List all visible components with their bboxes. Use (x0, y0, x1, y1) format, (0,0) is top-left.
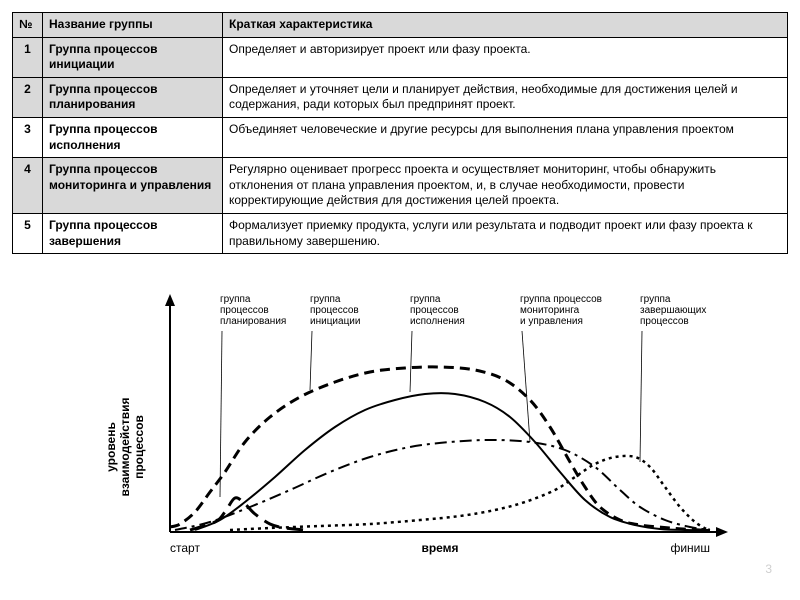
callout-text: группа (410, 294, 441, 305)
callout-leader (220, 331, 222, 497)
callout-text: процессов (410, 305, 459, 316)
row-num: 4 (13, 158, 43, 214)
table-row: 2Группа процессов планированияОпределяет… (13, 77, 788, 117)
page-number: 3 (765, 562, 772, 576)
callout: группазавершающихпроцессов (640, 294, 706, 462)
row-desc: Формализует приемку продукта, услуги или… (223, 213, 788, 253)
callout-text: процессов (640, 316, 689, 327)
row-name: Группа процессов мониторинга и управлени… (43, 158, 223, 214)
x-end-label: финиш (670, 541, 710, 555)
callout-leader (640, 331, 642, 462)
x-start-label: старт (170, 541, 200, 555)
process-interaction-chart: уровеньвзаимодействияпроцессовстартвремя… (12, 272, 788, 572)
curve-closing (230, 456, 708, 530)
x-axis-arrow (716, 527, 728, 537)
row-desc: Регулярно оценивает прогресс проекта и о… (223, 158, 788, 214)
callout-text: группа (310, 294, 341, 305)
row-num: 3 (13, 117, 43, 157)
row-num: 1 (13, 37, 43, 77)
callout-text: группа (640, 294, 671, 305)
callout-text: мониторинга (520, 305, 580, 316)
table-row: 3Группа процессов исполненияОбъединяет ч… (13, 117, 788, 157)
y-axis-label-line: процессов (132, 415, 146, 479)
callout-text: процессов (220, 305, 269, 316)
row-desc: Определяет и авторизирует проект или фаз… (223, 37, 788, 77)
table-header-name: Название группы (43, 13, 223, 38)
callout: группапроцессовисполнения (410, 294, 465, 392)
y-axis-label: уровеньвзаимодействияпроцессов (104, 398, 146, 497)
y-axis-arrow (165, 294, 175, 306)
callout-text: завершающих (640, 305, 706, 316)
process-groups-table: № Название группы Краткая характеристика… (12, 12, 788, 254)
table-header-desc: Краткая характеристика (223, 13, 788, 38)
callout-leader (410, 331, 412, 392)
y-axis-label-line: взаимодействия (118, 398, 132, 497)
x-axis-label: время (421, 541, 458, 555)
row-name: Группа процессов завершения (43, 213, 223, 253)
callout-text: инициации (310, 316, 360, 327)
table-header-num: № (13, 13, 43, 38)
curve-monitoring (175, 440, 710, 530)
row-name: Группа процессов планирования (43, 77, 223, 117)
curve-execution (195, 393, 710, 530)
chart-svg: уровеньвзаимодействияпроцессовстартвремя… (60, 272, 740, 572)
table-row: 1Группа процессов инициацииОпределяет и … (13, 37, 788, 77)
row-num: 5 (13, 213, 43, 253)
table-row: 5Группа процессов завершенияФормализует … (13, 213, 788, 253)
table-row: 4Группа процессов мониторинга и управлен… (13, 158, 788, 214)
callout-text: исполнения (410, 316, 465, 327)
callout-text: и управления (520, 316, 583, 327)
callout-leader (310, 331, 312, 390)
callout: группа процессовмониторингаи управления (520, 294, 602, 442)
row-desc: Объединяет человеческие и другие ресурсы… (223, 117, 788, 157)
row-name: Группа процессов исполнения (43, 117, 223, 157)
callout-text: группа (220, 294, 251, 305)
row-num: 2 (13, 77, 43, 117)
row-desc: Определяет и уточняет цели и планирует д… (223, 77, 788, 117)
callout-text: процессов (310, 305, 359, 316)
callout-text: планирования (220, 316, 286, 327)
row-name: Группа процессов инициации (43, 37, 223, 77)
callout-leader (522, 331, 530, 442)
callout-text: группа процессов (520, 294, 602, 305)
y-axis-label-line: уровень (104, 422, 118, 472)
